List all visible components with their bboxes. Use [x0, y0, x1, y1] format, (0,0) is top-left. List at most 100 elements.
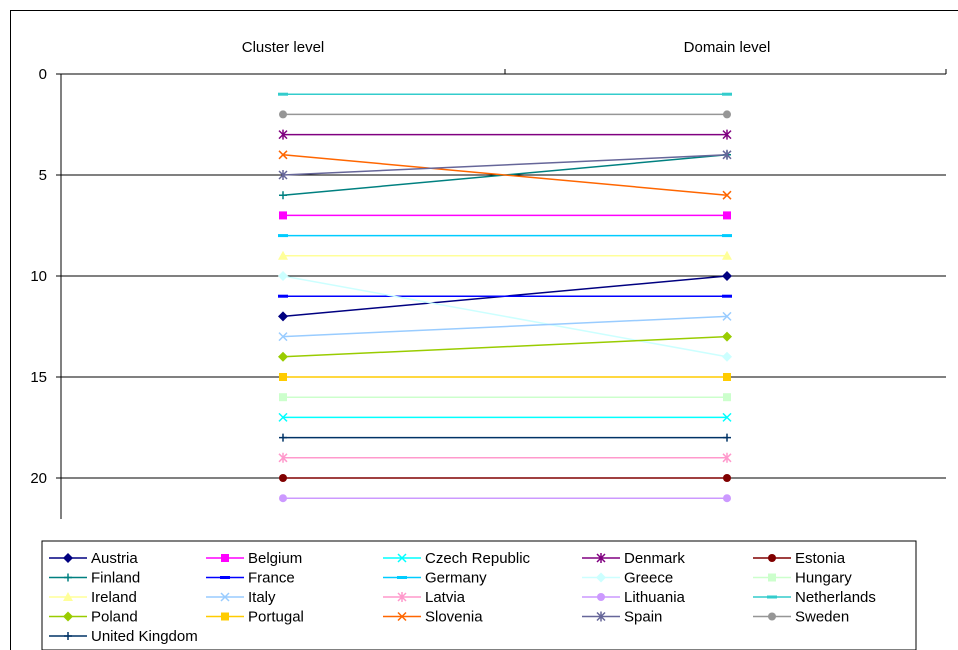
series-line [282, 315, 728, 338]
data-point-marker [278, 332, 288, 342]
data-point-marker [279, 373, 287, 381]
legend-label: Hungary [795, 570, 852, 587]
data-point-marker [722, 412, 732, 422]
data-point-marker [278, 412, 288, 422]
legend-item: Portugal [206, 609, 304, 626]
legend-label: France [248, 570, 295, 587]
data-point-marker [278, 170, 288, 180]
data-point-marker [723, 211, 731, 220]
legend-item: Latvia [383, 589, 466, 606]
legend-item: Slovenia [383, 609, 483, 626]
data-point-marker [220, 576, 230, 579]
data-point-marker [221, 612, 229, 621]
series-group [278, 92, 732, 503]
series-hungary [279, 393, 731, 402]
data-point-marker [278, 271, 288, 281]
data-point-marker [279, 191, 287, 200]
series-denmark [278, 129, 732, 140]
category-label-domain: Domain level [684, 39, 771, 56]
data-point-marker [279, 433, 287, 442]
legend-item: France [206, 570, 295, 587]
legend-label: Estonia [795, 550, 846, 567]
data-point-marker [723, 474, 731, 482]
series-italy [278, 311, 732, 342]
series-line [282, 335, 728, 358]
data-point-marker [279, 494, 287, 503]
data-point-marker [64, 632, 72, 640]
legend-item: Estonia [753, 550, 846, 567]
data-point-marker [221, 554, 229, 562]
data-point-marker [397, 592, 407, 602]
series-spain [278, 149, 732, 180]
legend-label: United Kingdom [91, 628, 198, 645]
data-point-marker [596, 611, 606, 622]
legend-item: United Kingdom [49, 628, 198, 645]
data-point-marker [596, 553, 606, 563]
y-tick-label: 5 [39, 167, 47, 184]
data-point-marker [220, 592, 230, 602]
legend-item: Finland [49, 570, 140, 587]
data-point-marker [63, 611, 73, 622]
series-germany [278, 234, 732, 238]
legend-label: Finland [91, 570, 140, 587]
data-point-marker [768, 612, 776, 621]
data-point-marker [278, 92, 288, 96]
legend-label: Austria [91, 550, 138, 567]
legend-label: Belgium [248, 550, 302, 567]
data-point-marker [397, 611, 407, 622]
legend-item: Czech Republic [383, 550, 531, 567]
legend-item: Belgium [206, 550, 302, 567]
legend-label: Lithuania [624, 589, 686, 606]
legend-label: Czech Republic [425, 550, 531, 567]
data-point-marker [278, 294, 288, 298]
data-point-marker [278, 150, 288, 160]
series-czech-republic [278, 412, 732, 422]
data-point-marker [279, 393, 287, 402]
data-point-marker [64, 573, 72, 582]
data-point-marker [723, 393, 731, 402]
legend-label: Sweden [795, 609, 849, 626]
series-line [282, 154, 728, 196]
data-point-marker [278, 234, 288, 238]
series-poland [278, 331, 732, 362]
legend-label: Poland [91, 609, 138, 626]
category-label-cluster: Cluster level [242, 39, 325, 56]
y-tick-label: 0 [39, 66, 47, 83]
series-greece [278, 271, 732, 362]
data-point-marker [768, 573, 776, 582]
y-tick-label: 15 [30, 369, 47, 386]
data-point-marker [278, 311, 288, 322]
data-point-marker [722, 271, 732, 281]
data-point-marker [723, 433, 731, 442]
series-united-kingdom [279, 433, 731, 442]
data-point-marker [279, 211, 287, 220]
data-point-marker [278, 129, 288, 140]
legend-label: Denmark [624, 550, 685, 567]
data-point-marker [723, 110, 731, 119]
legend-item: Hungary [753, 570, 852, 587]
legend-item: Germany [383, 570, 487, 587]
series-belgium [279, 211, 731, 220]
series-line [282, 154, 728, 176]
legend-item: Denmark [582, 550, 685, 567]
data-point-marker [279, 110, 287, 119]
data-point-marker [723, 373, 731, 381]
data-point-marker [278, 452, 288, 463]
data-point-marker [722, 190, 732, 200]
legend-item: Spain [582, 609, 662, 626]
data-point-marker [278, 351, 288, 362]
series-slovenia [278, 150, 732, 200]
data-point-marker [722, 331, 732, 342]
data-point-marker [278, 250, 288, 260]
legend: Austria Belgium Czech Republic Denmark Eston… [41, 540, 917, 650]
data-point-marker [63, 553, 73, 563]
series-sweden [279, 110, 731, 119]
data-point-marker [722, 351, 732, 362]
legend-item: Sweden [753, 609, 849, 626]
chart-frame [10, 10, 958, 650]
legend-label: Germany [425, 570, 487, 587]
data-point-marker [767, 595, 777, 599]
data-point-marker [722, 294, 732, 298]
legend-item: Lithuania [582, 589, 686, 606]
